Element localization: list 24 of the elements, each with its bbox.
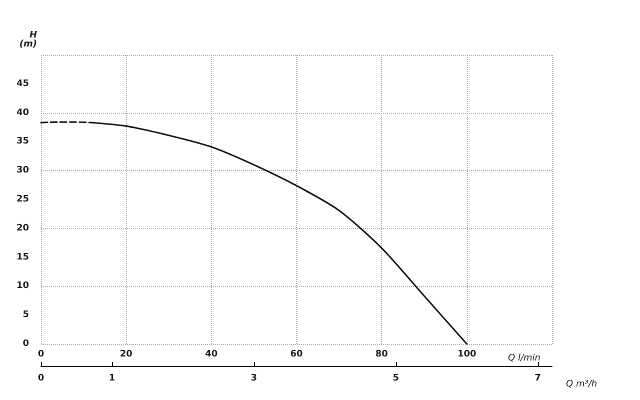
x2-tick-label: 7 [534, 374, 541, 384]
y-tick-label: 40 [16, 108, 29, 118]
y-tick-label: 15 [16, 252, 29, 262]
x2-axis-title: Q m³/h [566, 380, 598, 390]
y-tick-label: 45 [16, 78, 29, 89]
x-tick-label: 100 [457, 350, 476, 360]
y-tick-label: 20 [16, 223, 29, 234]
x2-tick-label: 3 [250, 374, 258, 384]
x-tick-label: 20 [120, 350, 132, 360]
y-axis-title: H (m) [19, 30, 38, 50]
x-tick-label: 80 [375, 350, 388, 360]
x-axis-title: Q l/min [508, 354, 541, 364]
y-tick-label: 0 [22, 339, 29, 349]
x-tick-label: 40 [205, 350, 218, 360]
x2-tick-label: 0 [38, 374, 44, 384]
y-tick-label: 25 [16, 194, 29, 204]
y-tick-label: 5 [22, 310, 29, 320]
y-tick-label: 10 [16, 281, 29, 292]
x-tick-label: 0 [38, 350, 44, 360]
x2-tick-label: 5 [392, 374, 399, 384]
y-tick-label: 30 [16, 166, 29, 176]
y-tick-label: 35 [16, 136, 29, 147]
x-tick-label: 60 [290, 350, 303, 360]
x2-tick-label: 1 [108, 374, 116, 384]
